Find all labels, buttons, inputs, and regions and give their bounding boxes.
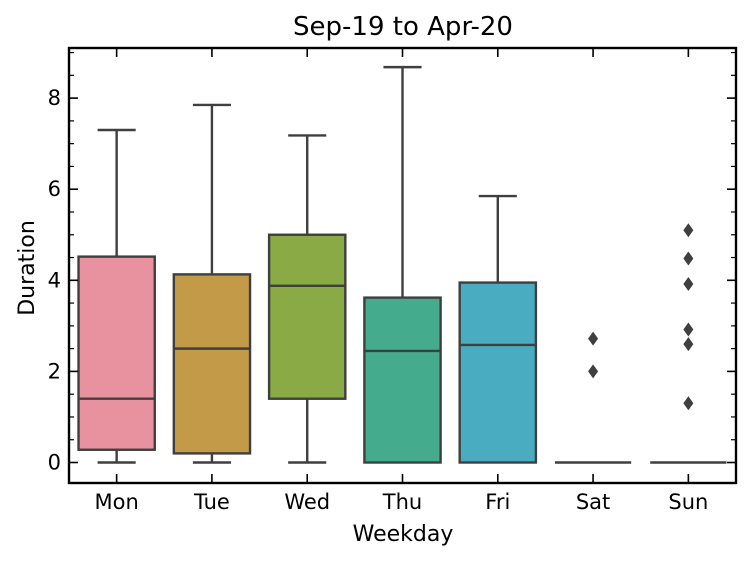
y-tick-label: 6 — [48, 177, 61, 201]
y-tick-label: 0 — [48, 451, 61, 475]
x-tick-label-wed: Wed — [284, 490, 330, 514]
outlier-sun-5 — [683, 223, 694, 238]
outlier-sun-2 — [683, 322, 694, 337]
x-tick-label-sat: Sat — [576, 490, 610, 514]
box-tue — [172, 273, 252, 455]
box-fri — [458, 281, 538, 464]
outlier-sun-3 — [683, 276, 694, 291]
x-tick-label-thu: Thu — [382, 490, 422, 514]
outlier-sun-0 — [683, 396, 694, 411]
x-tick-label-sun: Sun — [668, 490, 708, 514]
y-axis-label: Duration — [15, 220, 40, 316]
box-mon — [77, 255, 156, 451]
x-tick-label-tue: Tue — [193, 490, 230, 514]
plot-area: 0 2 4 6 8 Mon Tue Wed Thu Fri Sat Sun — [48, 46, 738, 514]
outlier-sat-0 — [588, 364, 599, 379]
x-tick-label-fri: Fri — [485, 490, 510, 514]
x-tick-label-mon: Mon — [95, 490, 139, 514]
y-tick-label: 2 — [48, 359, 61, 383]
outlier-sun-1 — [683, 337, 694, 352]
outlier-sat-1 — [588, 331, 599, 346]
outlier-sun-4 — [683, 251, 694, 266]
y-tick-label: 8 — [48, 86, 61, 110]
x-axis-label: Weekday — [353, 522, 454, 547]
box-wed — [267, 233, 347, 400]
y-tick-label: 4 — [48, 268, 61, 292]
chart-title: Sep-19 to Apr-20 — [293, 12, 513, 42]
box-thu — [363, 296, 442, 464]
